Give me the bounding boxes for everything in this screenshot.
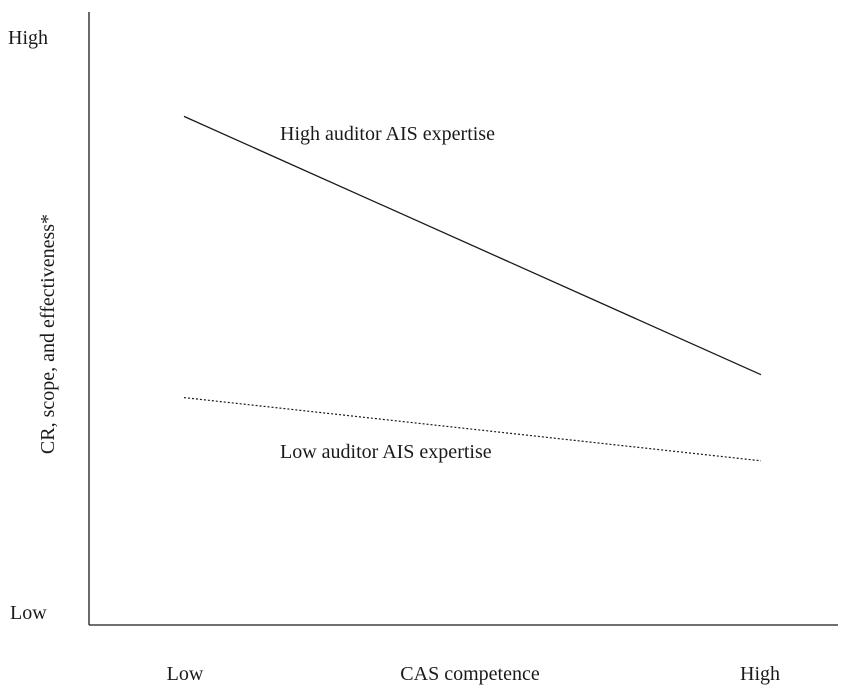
x-tick-label-high: High (740, 663, 780, 685)
series-line-low-expertise (183, 397, 762, 462)
series-line-high-expertise (183, 115, 762, 376)
y-tick-label-high: High (8, 27, 48, 49)
series-label-low-expertise: Low auditor AIS expertise (280, 441, 492, 463)
y-axis-title: CR, scope, and effectiveness* (37, 214, 59, 454)
x-axis-title: CAS competence (400, 663, 540, 685)
x-tick-label-low: Low (167, 663, 204, 685)
series-layer (183, 115, 762, 462)
series-label-high-expertise: High auditor AIS expertise (280, 123, 495, 145)
y-tick-label-low: Low (10, 602, 47, 624)
